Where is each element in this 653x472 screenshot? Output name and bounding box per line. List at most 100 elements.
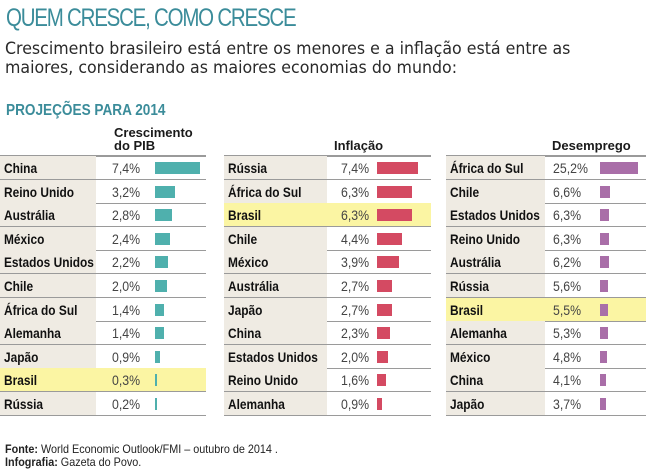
country-name-text: África do Sul [228, 183, 302, 200]
table-desemprego-top-rule [446, 155, 646, 157]
country-name-text: Estados Unidos [4, 254, 94, 271]
value-label: 2,7% [341, 274, 373, 297]
value-label: 6,2% [553, 250, 585, 273]
value-label: 2,8% [112, 203, 144, 226]
desemprego-bar [600, 398, 606, 410]
country-name: México [0, 226, 96, 250]
value-label-text: 6,2% [553, 254, 582, 271]
country-name: Rússia [0, 392, 96, 415]
value-label-text: 2,8% [112, 207, 141, 224]
pib-bar [155, 374, 157, 387]
inflacao-bar [377, 280, 393, 292]
table-row: Alemanha 5,3% [446, 321, 646, 346]
country-name: Rússia [446, 274, 545, 297]
value-label: 5,3% [553, 321, 585, 344]
inflacao-bar [377, 209, 413, 222]
page-title: QUEM CRESCE, COMO CRESCE [6, 4, 297, 32]
country-name: Japão [446, 392, 545, 415]
table-row: Estados Unidos 2,0% [224, 344, 431, 369]
country-name: África do Sul [0, 297, 96, 321]
value-label: 3,7% [553, 392, 585, 415]
inflacao-bar [377, 398, 383, 410]
country-name-text: Japão [4, 348, 39, 365]
desemprego-bar [600, 327, 608, 340]
table-row: Japão 2,7% [224, 297, 431, 322]
table-row: África do Sul 1,4% [0, 297, 206, 322]
value-label-text: 6,3% [553, 230, 582, 247]
table-desemprego-header: Desemprego [552, 139, 631, 152]
table-row: Japão 3,7% [446, 392, 646, 416]
desemprego-bar [600, 232, 610, 245]
credit-text: Gazeta do Povo. [57, 455, 142, 469]
inflacao-bar [377, 327, 390, 340]
table-row: África do Sul 6,3% [224, 179, 431, 204]
country-name-text: México [228, 254, 269, 271]
value-label: 5,5% [553, 298, 585, 321]
value-label-text: 2,7% [341, 278, 370, 294]
country-name-text: Alemanha [228, 396, 285, 412]
table-pib-top-rule [0, 155, 206, 157]
desemprego-bar [600, 209, 610, 222]
table-row: África do Sul 25,2% [446, 156, 646, 180]
value-label: 6,3% [553, 227, 585, 250]
table-inflacao-top-rule [224, 155, 431, 157]
table-row: Austrália 2,7% [224, 274, 431, 298]
table-row: Rússia 7,4% [224, 156, 431, 180]
section-heading: PROJEÇÕES PARA 2014 [6, 102, 166, 119]
value-label: 1,6% [341, 368, 373, 391]
pib-bar [155, 162, 201, 174]
country-name-text: China [450, 372, 484, 389]
subtitle: Crescimento brasileiro está entre os men… [5, 40, 605, 78]
pib-bar [155, 303, 164, 316]
inflacao-bar [377, 350, 389, 363]
country-name: Reino Unido [224, 368, 327, 392]
table-pib-header: Crescimento do PIB [114, 126, 193, 152]
value-label-text: 5,3% [553, 325, 582, 342]
value-label: 2,0% [341, 345, 373, 368]
pib-bar [155, 185, 175, 198]
country-name: Chile [224, 226, 327, 250]
country-name: Austrália [0, 203, 96, 227]
value-label-text: 3,2% [112, 183, 141, 200]
country-name: China [224, 321, 327, 345]
value-label: 0,9% [341, 392, 373, 415]
table-row: Estados Unidos 2,2% [0, 250, 206, 275]
pib-bar [155, 232, 170, 245]
value-label: 2,4% [112, 227, 144, 250]
value-label: 25,2% [553, 156, 593, 179]
value-label-text: 0,9% [341, 396, 370, 412]
value-label-text: 5,5% [553, 301, 582, 318]
country-name-text: Alemanha [4, 325, 61, 342]
country-name-text: África do Sul [450, 160, 524, 176]
country-name-text: Brasil [4, 372, 38, 389]
table-row: China 7,4% [0, 156, 206, 180]
source-text: World Economic Outlook/FMI – outubro de … [37, 442, 278, 456]
country-name-text: Chile [228, 230, 258, 247]
value-label-text: 2,0% [112, 278, 141, 294]
value-label-text: 6,3% [341, 183, 370, 200]
table-row: Estados Unidos 6,3% [446, 203, 646, 228]
table-row: Japão 0,9% [0, 344, 206, 369]
table-desemprego-header-title: Desemprego [552, 138, 631, 153]
table-row: Austrália 6,2% [446, 250, 646, 275]
value-label-text: 1,6% [341, 372, 370, 389]
table-row: Alemanha 0,9% [224, 392, 431, 416]
desemprego-bar [600, 303, 609, 316]
value-label: 7,4% [341, 156, 373, 179]
table-pib-header-line2: do PIB [114, 138, 156, 153]
value-label: 5,6% [553, 274, 585, 297]
source-line: Fonte: World Economic Outlook/FMI – outu… [5, 443, 278, 456]
value-label: 1,4% [112, 321, 144, 344]
value-label: 0,3% [112, 368, 144, 391]
table-row: México 3,9% [224, 250, 431, 275]
value-label: 4,1% [553, 368, 585, 391]
desemprego-bar [600, 350, 608, 363]
country-name: Brasil [446, 297, 545, 321]
inflacao-bar [377, 232, 402, 245]
country-name: Estados Unidos [224, 344, 327, 368]
value-label-text: 2,3% [341, 325, 370, 342]
value-label-text: 25,2% [553, 160, 588, 176]
country-name: Austrália [446, 250, 545, 274]
country-name-text: Rússia [228, 160, 268, 176]
table-row: Austrália 2,8% [0, 203, 206, 228]
